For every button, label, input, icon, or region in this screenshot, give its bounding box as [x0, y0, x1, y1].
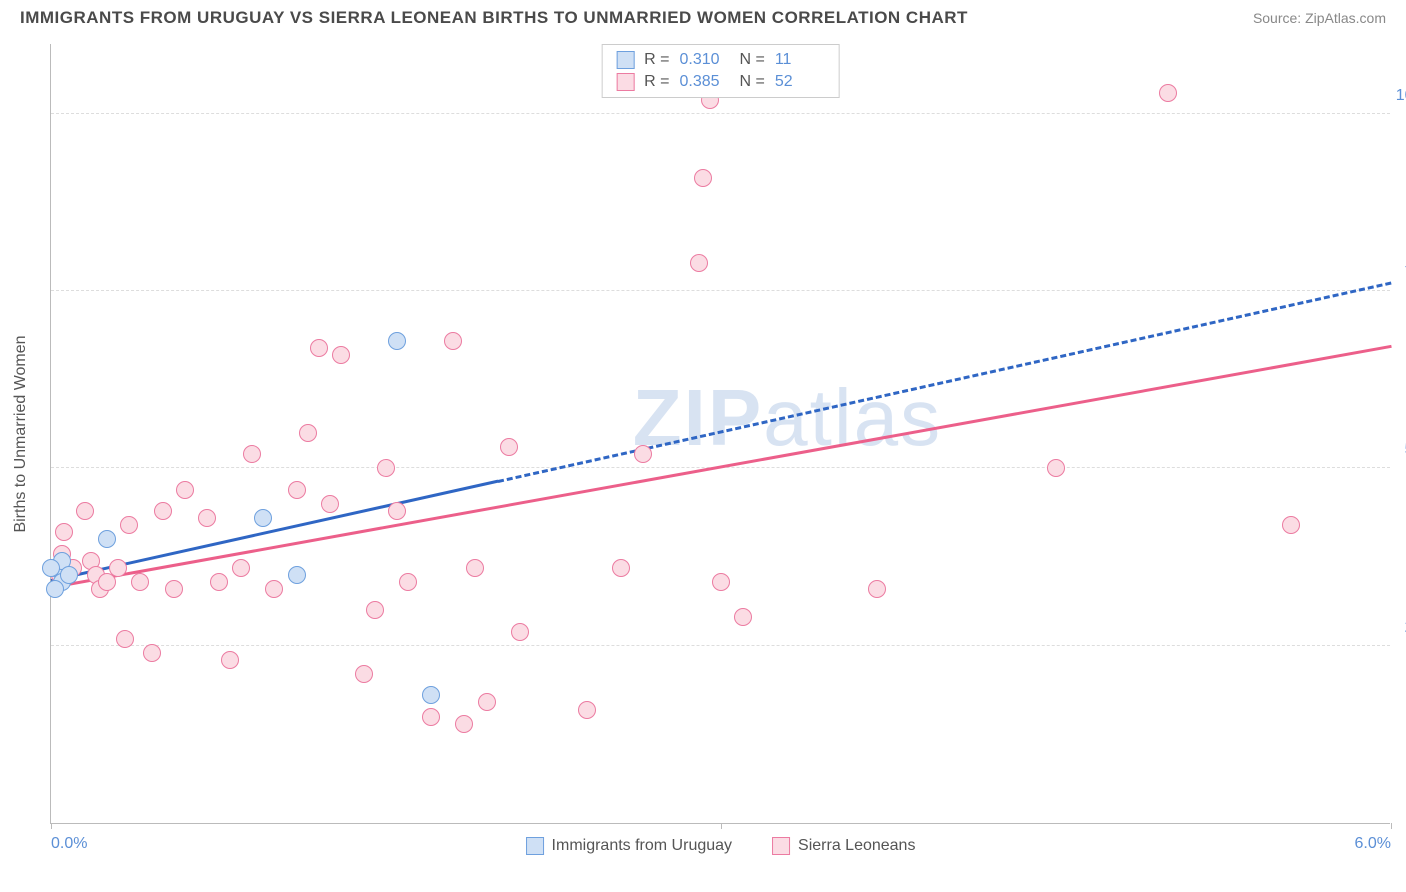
data-point — [444, 332, 462, 350]
stats-row: R = 0.385 N = 52 — [616, 71, 825, 93]
data-point — [422, 686, 440, 704]
legend-item: Immigrants from Uruguay — [526, 837, 733, 855]
data-point — [690, 254, 708, 272]
legend-label: Sierra Leoneans — [798, 837, 915, 855]
x-tick — [51, 823, 52, 829]
data-point — [221, 651, 239, 669]
stat-n-value: 11 — [775, 51, 825, 69]
grid-line — [51, 645, 1390, 646]
data-point — [310, 339, 328, 357]
legend-swatch — [616, 51, 634, 69]
data-point — [60, 566, 78, 584]
data-point — [265, 580, 283, 598]
stat-r-value: 0.310 — [680, 51, 730, 69]
data-point — [1282, 516, 1300, 534]
data-point — [388, 332, 406, 350]
x-tick — [1391, 823, 1392, 829]
data-point — [116, 630, 134, 648]
x-tick — [721, 823, 722, 829]
data-point — [1047, 459, 1065, 477]
x-tick-label: 0.0% — [51, 835, 87, 853]
scatter-chart: ZIPatlas Births to Unmarried Women 25.0%… — [50, 44, 1390, 824]
data-point — [868, 580, 886, 598]
data-point — [109, 559, 127, 577]
stat-r-value: 0.385 — [680, 73, 730, 91]
data-point — [377, 459, 395, 477]
stat-n-label: N = — [740, 51, 765, 69]
grid-line — [51, 290, 1390, 291]
legend-label: Immigrants from Uruguay — [552, 837, 733, 855]
data-point — [143, 644, 161, 662]
trend-line — [497, 281, 1391, 482]
data-point — [511, 623, 529, 641]
data-point — [120, 516, 138, 534]
legend-item: Sierra Leoneans — [772, 837, 915, 855]
data-point — [366, 601, 384, 619]
stat-r-label: R = — [644, 73, 669, 91]
data-point — [734, 608, 752, 626]
data-point — [455, 715, 473, 733]
data-point — [478, 693, 496, 711]
data-point — [55, 523, 73, 541]
data-point — [388, 502, 406, 520]
x-tick-label: 6.0% — [1355, 835, 1391, 853]
data-point — [1159, 84, 1177, 102]
legend-swatch — [772, 837, 790, 855]
data-point — [42, 559, 60, 577]
data-point — [500, 438, 518, 456]
data-point — [210, 573, 228, 591]
data-point — [466, 559, 484, 577]
bottom-legend: Immigrants from Uruguay Sierra Leoneans — [526, 837, 916, 855]
data-point — [243, 445, 261, 463]
data-point — [176, 481, 194, 499]
y-axis-title: Births to Unmarried Women — [12, 335, 30, 532]
stats-row: R = 0.310 N = 11 — [616, 49, 825, 71]
data-point — [399, 573, 417, 591]
stat-n-value: 52 — [775, 73, 825, 91]
data-point — [254, 509, 272, 527]
data-point — [165, 580, 183, 598]
chart-title: IMMIGRANTS FROM URUGUAY VS SIERRA LEONEA… — [20, 8, 968, 28]
stat-n-label: N = — [740, 73, 765, 91]
data-point — [578, 701, 596, 719]
title-bar: IMMIGRANTS FROM URUGUAY VS SIERRA LEONEA… — [0, 0, 1406, 32]
data-point — [198, 509, 216, 527]
data-point — [634, 445, 652, 463]
source-label: Source: ZipAtlas.com — [1253, 10, 1386, 26]
grid-line — [51, 113, 1390, 114]
data-point — [46, 580, 64, 598]
data-point — [332, 346, 350, 364]
y-tick-label: 100.0% — [1396, 87, 1406, 105]
data-point — [98, 530, 116, 548]
data-point — [131, 573, 149, 591]
data-point — [154, 502, 172, 520]
stat-r-label: R = — [644, 51, 669, 69]
data-point — [612, 559, 630, 577]
data-point — [288, 566, 306, 584]
data-point — [422, 708, 440, 726]
data-point — [299, 424, 317, 442]
data-point — [288, 481, 306, 499]
data-point — [321, 495, 339, 513]
legend-swatch — [616, 73, 634, 91]
data-point — [232, 559, 250, 577]
stats-box: R = 0.310 N = 11 R = 0.385 N = 52 — [601, 44, 840, 98]
data-point — [76, 502, 94, 520]
data-point — [712, 573, 730, 591]
legend-swatch — [526, 837, 544, 855]
data-point — [355, 665, 373, 683]
data-point — [694, 169, 712, 187]
